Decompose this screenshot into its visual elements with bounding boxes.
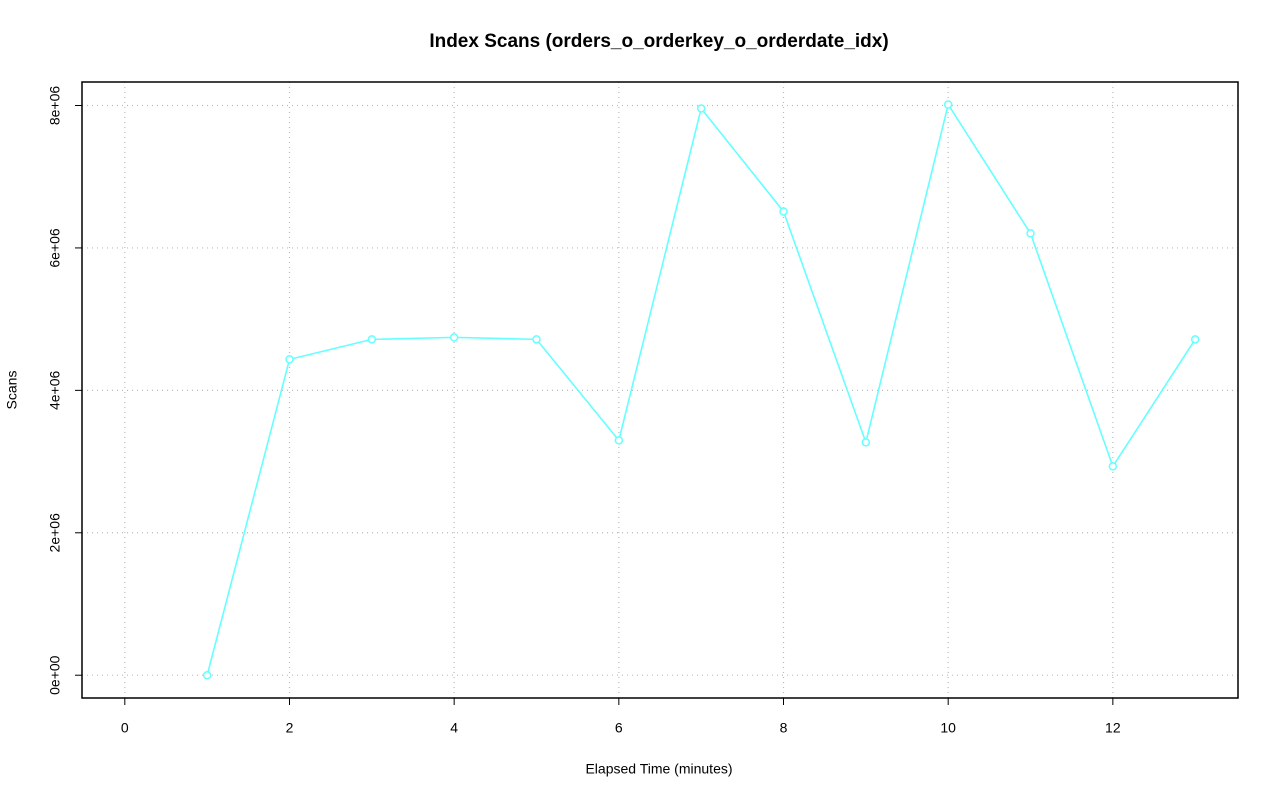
data-point [943,100,953,109]
data-point [861,438,871,447]
y-tick-label: 6e+06 [47,228,63,268]
data-point [532,335,541,344]
x-tick-label: 0 [121,720,129,736]
y-tick-label: 4e+06 [47,370,63,410]
data-point [1108,462,1118,471]
plot-frame [81,81,1239,699]
data-point [696,104,706,113]
x-tick-label: 2 [286,720,294,736]
data-point [779,207,788,216]
data-point [1026,229,1035,238]
data-point [449,333,459,342]
x-axis-label: Elapsed Time (minutes) [585,761,732,777]
y-tick-label: 0e+00 [47,655,63,695]
x-tick-label: 4 [450,720,458,736]
data-point [202,670,212,680]
y-tick-label: 2e+06 [47,513,63,553]
x-tick-label: 8 [780,720,788,736]
data-point [614,436,624,445]
data-point [367,335,377,344]
data-point [285,355,294,364]
data-point [1190,335,1200,344]
x-tick-label: 12 [1105,720,1121,736]
y-tick-label: 8e+06 [47,86,63,126]
x-tick-label: 10 [940,720,956,736]
y-axis-label: Scans [4,371,20,410]
chart-title: Index Scans (orders_o_orderkey_o_orderda… [429,31,888,52]
x-tick-label: 6 [615,720,623,736]
